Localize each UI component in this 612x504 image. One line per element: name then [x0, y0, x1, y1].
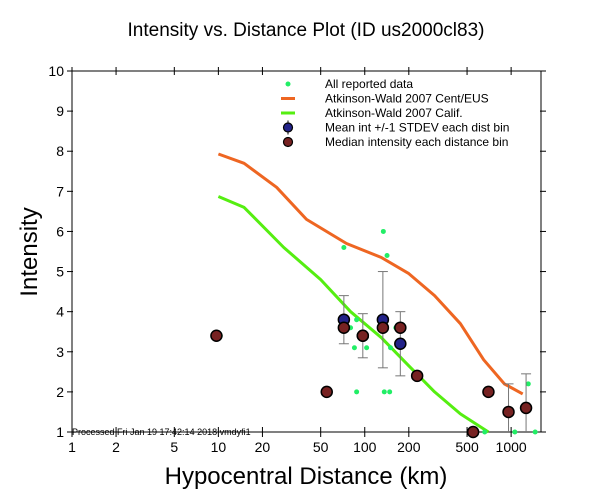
median-point: [210, 329, 223, 342]
y-tick-label: 5: [56, 264, 64, 280]
reported-data-point: [380, 228, 386, 234]
x-tick-label: 2: [112, 439, 120, 455]
legend-label: Atkinson-Wald 2007 Cent/EUS: [325, 92, 489, 106]
x-tick-label: 20: [255, 439, 271, 455]
y-tick-label: 1: [56, 424, 64, 440]
model-curves: [217, 152, 524, 434]
reported-data-point: [525, 381, 531, 387]
y-axis-label: Intensity: [16, 207, 43, 296]
legend-label: Median intensity each distance bin: [325, 135, 508, 149]
median-point: [410, 369, 424, 383]
reported-data-point: [341, 244, 347, 250]
reported-data-point: [364, 345, 370, 351]
x-tick-label: 200: [397, 439, 421, 455]
mean-point: [394, 337, 407, 351]
reported-data-point: [354, 389, 360, 395]
cent-eus-curve: [217, 152, 524, 396]
x-tick-label: 10: [211, 439, 227, 455]
median-point: [502, 405, 515, 419]
chart-title: Intensity vs. Distance Plot (ID us2000cl…: [128, 20, 485, 41]
reported-data-point: [381, 389, 387, 395]
reported-data-point: [388, 345, 394, 351]
y-tick-label: 7: [56, 183, 64, 199]
median-point: [394, 321, 407, 334]
legend-label: Atkinson-Wald 2007 Calif.: [325, 106, 463, 120]
median-point: [519, 401, 533, 415]
y-tick-label: 3: [56, 344, 64, 360]
x-tick-label: 500: [455, 439, 479, 455]
y-tick-label: 10: [48, 63, 64, 79]
processed-footnote: Processed Fri Jan 19 17:42:14 2018 vmdyf…: [72, 427, 251, 437]
legend-mean-icon: [282, 122, 294, 133]
legend-label: Mean int +/-1 STDEV each dist bin: [325, 121, 509, 135]
reported-data-point: [387, 389, 393, 395]
legend-median-icon: [282, 136, 294, 148]
x-tick-label: 100: [353, 439, 377, 455]
reported-data-point: [384, 253, 390, 259]
y-tick-label: 9: [56, 103, 64, 119]
reported-data-point: [354, 317, 360, 323]
x-axis: 1 2 5 10 20 50 100 200 500 1000: [68, 67, 527, 455]
reported-data-point: [532, 429, 538, 435]
legend-label: All reported data: [325, 77, 413, 91]
median-point: [482, 385, 495, 399]
median-point: [466, 425, 480, 439]
y-tick-label: 8: [56, 143, 64, 159]
x-tick-label: 1000: [496, 439, 527, 455]
reported-data-point: [482, 429, 488, 435]
median-points: [210, 321, 533, 439]
median-point: [320, 385, 333, 399]
median-point: [356, 329, 370, 342]
reported-data-point: [351, 345, 357, 351]
x-tick-label: 5: [170, 439, 178, 455]
x-axis-label: Hypocentral Distance (km): [165, 463, 448, 490]
y-axis: 1 2 3 4 5 6 7 8 9 10: [48, 63, 546, 440]
plot-frame: [71, 70, 542, 433]
median-point: [376, 321, 390, 334]
reported-data-point: [512, 429, 518, 435]
y-tick-label: 6: [56, 223, 64, 239]
all-reported-points: [217, 228, 538, 435]
x-tick-label: 50: [313, 439, 329, 455]
y-tick-label: 2: [56, 384, 64, 400]
legend-dot-icon: [285, 81, 291, 87]
y-tick-label: 4: [56, 304, 64, 320]
calif-curve: [217, 195, 490, 434]
median-point: [337, 321, 351, 334]
x-tick-label: 1: [68, 439, 76, 455]
